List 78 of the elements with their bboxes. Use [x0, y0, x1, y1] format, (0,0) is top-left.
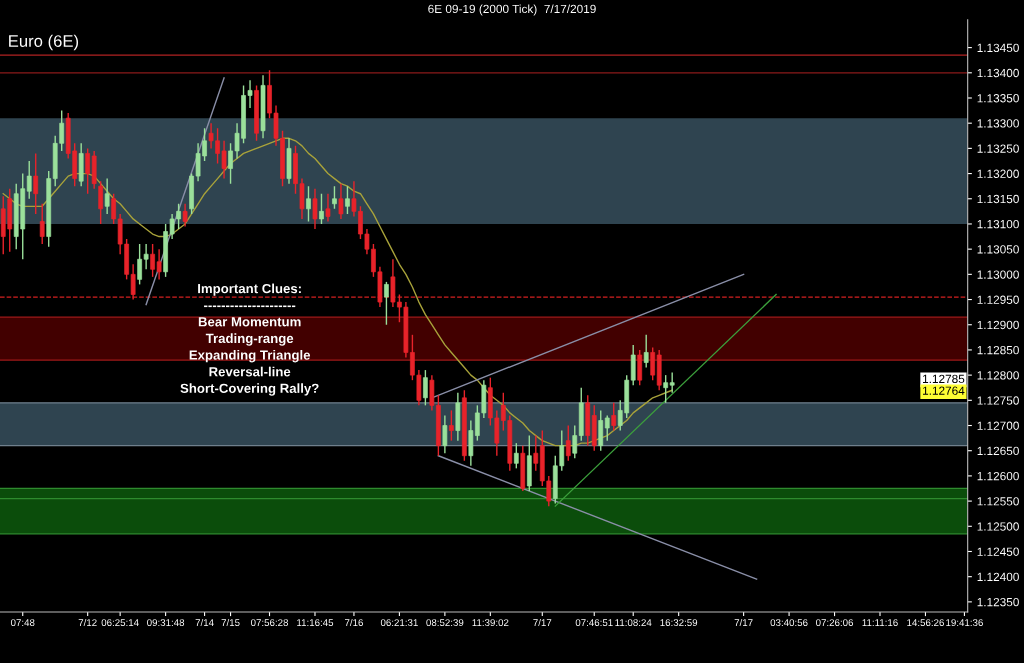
x-tick-label: 11:11:16	[862, 619, 898, 627]
x-tick-label: 06:25:14	[101, 619, 139, 627]
candlestick	[663, 374, 669, 404]
candlestick	[669, 371, 675, 394]
x-tick-label: 06:21:31	[380, 619, 418, 627]
candlestick	[611, 402, 617, 432]
y-tick-label: 1.12600	[977, 471, 1019, 481]
candlestick	[442, 414, 448, 454]
x-tick-label: 7/17	[734, 618, 753, 627]
y-tick-label: 1.12850	[977, 345, 1019, 355]
candlestick	[338, 182, 344, 220]
x-tick-label: 07:26:06	[816, 619, 854, 627]
candlestick	[643, 334, 649, 369]
candlestick	[604, 414, 610, 442]
candlestick	[104, 177, 110, 215]
x-tick-label: 7/14	[195, 618, 214, 627]
x-tick-label: 16:32:59	[660, 619, 698, 627]
x-tick-label: 11:39:02	[472, 619, 509, 627]
candlestick	[384, 281, 389, 326]
annotation: Important Clues: --------------------- Bear Momentum Trading-range Expanding Triangle Reversal-line Short-Covering Rally?	[180, 283, 319, 396]
y-tick-label: 1.13400	[977, 68, 1019, 78]
y-tick-label: 1.12750	[977, 396, 1019, 405]
y-tick-label: 1.12800	[977, 371, 1019, 380]
candlestick	[345, 185, 350, 215]
y-tick-label: 1.13450	[977, 43, 1019, 52]
y-tick-label: 1.13200	[977, 169, 1019, 178]
y-tick-label: 1.12450	[977, 547, 1019, 556]
candlestick	[312, 187, 318, 230]
candlestick	[650, 346, 656, 381]
x-tick-label: 07:56:28	[250, 619, 289, 627]
x-tick-label: 7/17	[533, 618, 552, 627]
candlestick	[513, 442, 519, 470]
candlestick	[423, 369, 428, 407]
y-tick-label: 1.12900	[977, 320, 1019, 330]
chart-title: 6E 09-19 (2000 Tick) 7/17/2019	[428, 4, 596, 16]
candlestick	[572, 424, 578, 459]
x-tick-label: 08:52:39	[426, 619, 464, 627]
y-tick-label: 1.12700	[977, 421, 1019, 430]
candlestick	[319, 193, 324, 225]
x-tick-label: 09:31:48	[147, 619, 185, 627]
annotation: 1.12785	[923, 374, 965, 384]
x-tick-label: 14:56:26	[907, 619, 944, 627]
candlestick	[449, 409, 454, 442]
x-tick-label: 07:48	[10, 619, 35, 627]
y-tick-label: 1.12400	[977, 572, 1019, 582]
x-tick-label: 03:40:56	[770, 619, 808, 627]
x-tick-label: 11:08:24	[615, 619, 652, 627]
y-tick-label: 1.13350	[977, 94, 1019, 103]
candlestick	[33, 152, 39, 215]
y-tick-label: 1.13050	[977, 245, 1019, 254]
y-tick-label: 1.13000	[977, 270, 1019, 279]
candlestick	[533, 434, 539, 472]
y-tick-label: 1.12350	[977, 597, 1019, 607]
y-tick-label: 1.13100	[977, 220, 1019, 229]
y-tick-label: 1.12650	[977, 446, 1019, 456]
y-tick-label: 1.13300	[977, 119, 1019, 128]
candlestick	[39, 203, 45, 245]
x-tick-label: 11:16:45	[297, 619, 334, 627]
y-tick-label: 1.12500	[977, 522, 1019, 531]
y-tick-label: 1.12550	[977, 497, 1019, 506]
x-tick-label: 7/16	[344, 618, 363, 627]
text: Euro (6E)	[9, 34, 79, 51]
candlestick	[98, 180, 104, 225]
candlestick	[306, 185, 311, 223]
candlestick	[565, 424, 571, 462]
annotation: 1.12764	[923, 386, 965, 395]
candlestick	[325, 193, 331, 223]
y-tick-label: 1.13150	[977, 194, 1019, 204]
x-tick-label: 7/12	[78, 618, 97, 627]
y-tick-label: 1.12950	[977, 295, 1019, 304]
candlestick	[85, 147, 91, 195]
x-tick-label: 7/15	[221, 618, 240, 627]
y-tick-label: 1.13250	[977, 144, 1019, 153]
x-tick-label: 19:41:36	[946, 619, 983, 627]
candlestick	[182, 203, 188, 228]
candlestick	[26, 160, 32, 200]
candlestick	[332, 185, 337, 210]
x-tick-label: 07:46:51	[575, 619, 613, 627]
